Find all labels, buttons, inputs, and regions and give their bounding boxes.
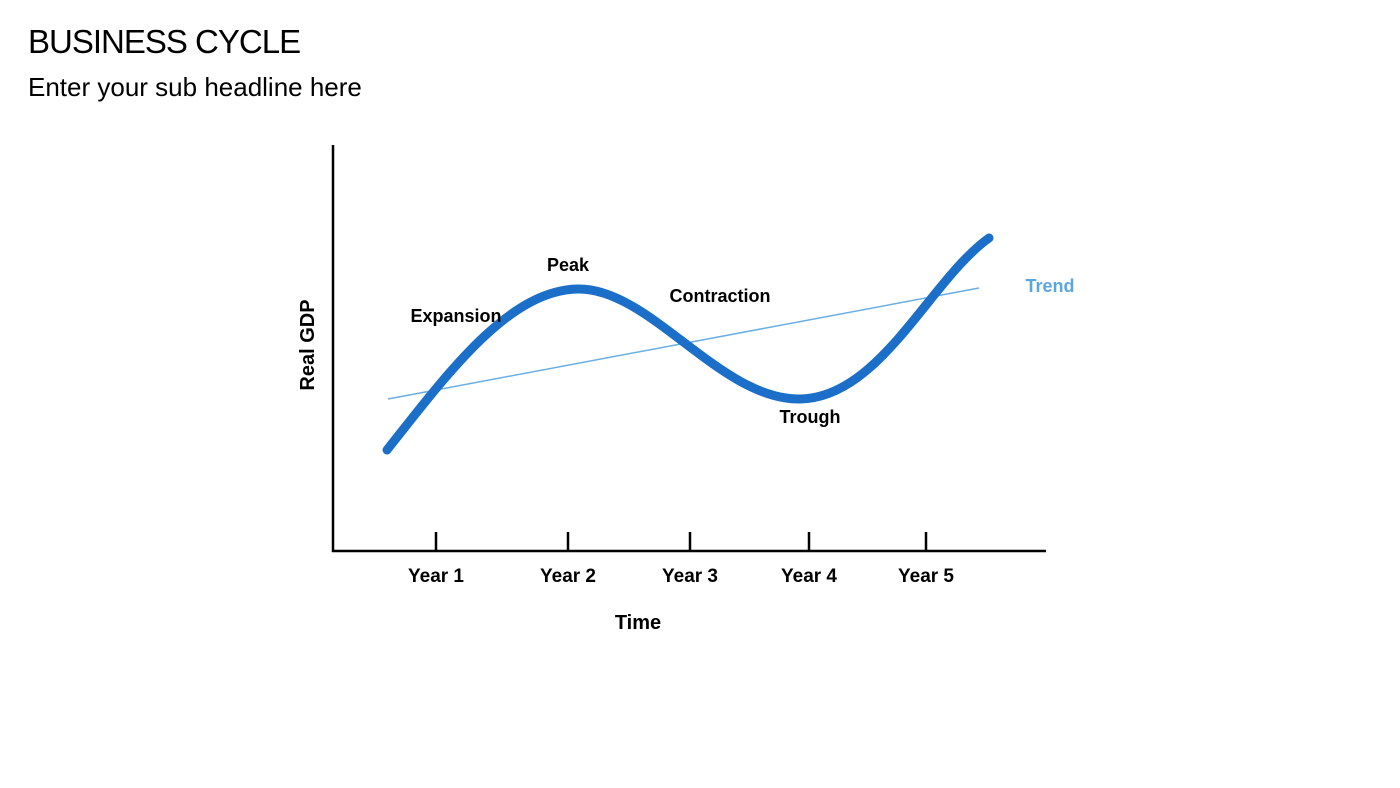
phase-label-contraction: Contraction <box>670 286 771 306</box>
business-cycle-curve <box>382 233 994 455</box>
trend-label: Trend <box>1025 276 1074 296</box>
x-tick-label-year-2: Year 2 <box>540 566 596 587</box>
x-axis-title: Time <box>615 612 661 634</box>
page-title: BUSINESS CYCLE <box>28 23 301 60</box>
y-axis-title: Real GDP <box>297 299 319 390</box>
phase-label-peak: Peak <box>547 255 590 275</box>
x-tick-label-year-3: Year 3 <box>662 566 718 587</box>
page-subtitle: Enter your sub headline here <box>28 72 362 102</box>
x-tick-label-year-1: Year 1 <box>408 566 464 587</box>
phase-label-expansion: Expansion <box>410 306 501 326</box>
x-tick-label-year-5: Year 5 <box>898 566 954 587</box>
x-tick-label-year-4: Year 4 <box>781 566 837 587</box>
phase-label-trough: Trough <box>780 407 841 427</box>
